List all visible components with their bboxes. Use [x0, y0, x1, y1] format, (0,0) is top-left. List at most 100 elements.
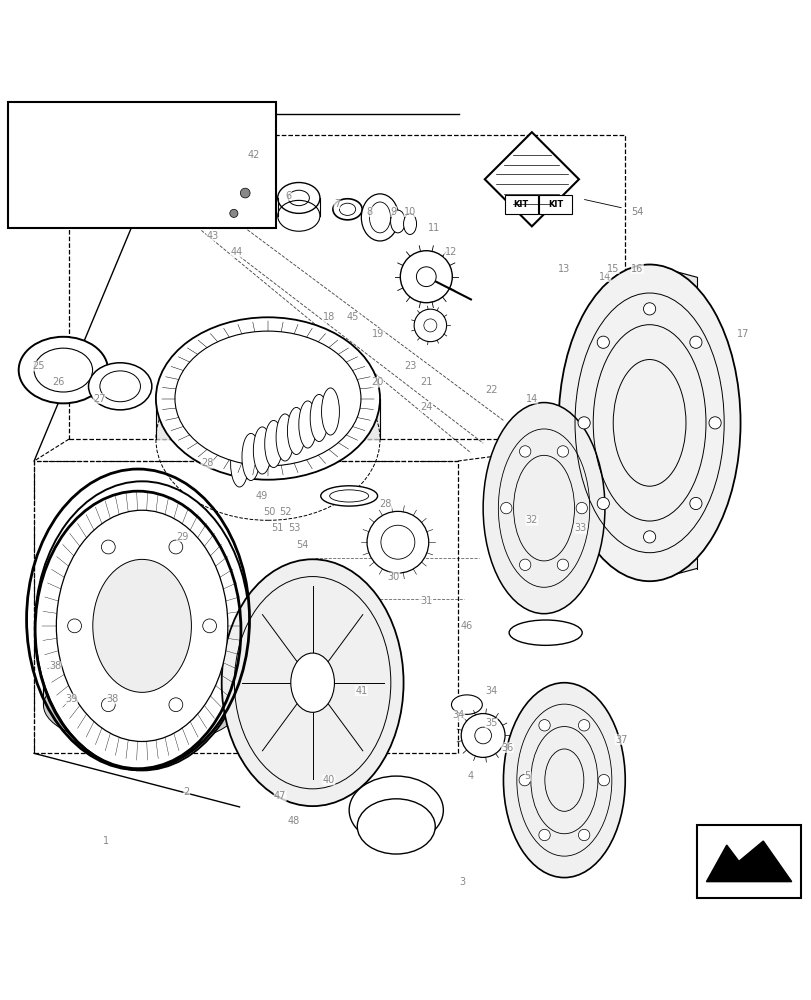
Text: 14: 14: [598, 272, 611, 282]
Ellipse shape: [264, 420, 282, 468]
Circle shape: [556, 559, 568, 570]
Circle shape: [577, 829, 589, 841]
Text: 45: 45: [346, 312, 359, 322]
Bar: [34, 461, 457, 753]
Text: 49: 49: [255, 491, 268, 501]
Circle shape: [500, 502, 512, 514]
Text: 50: 50: [263, 507, 276, 517]
Text: 54: 54: [295, 540, 308, 550]
Text: 54: 54: [630, 207, 643, 217]
Circle shape: [539, 829, 550, 841]
Circle shape: [169, 698, 182, 712]
Text: 20: 20: [371, 377, 384, 387]
Circle shape: [414, 309, 446, 342]
Text: 9: 9: [390, 207, 397, 217]
Text: KIT: KIT: [513, 200, 528, 209]
Ellipse shape: [503, 683, 624, 878]
Text: 28: 28: [379, 499, 392, 509]
Ellipse shape: [558, 265, 740, 581]
Text: 52: 52: [279, 507, 292, 517]
Ellipse shape: [88, 363, 152, 410]
Ellipse shape: [298, 401, 316, 448]
Text: 33: 33: [573, 523, 586, 533]
Circle shape: [203, 619, 217, 633]
Text: 21: 21: [419, 377, 432, 387]
Text: 39: 39: [65, 694, 78, 704]
Text: 30: 30: [387, 572, 400, 582]
Text: 54: 54: [630, 207, 643, 217]
Ellipse shape: [35, 481, 249, 770]
Ellipse shape: [253, 427, 271, 474]
Text: 40: 40: [322, 775, 335, 785]
Text: 51: 51: [271, 523, 284, 533]
Ellipse shape: [349, 776, 443, 844]
Ellipse shape: [156, 317, 380, 480]
Text: 42: 42: [247, 150, 260, 160]
Text: 36: 36: [500, 743, 513, 753]
Text: 5: 5: [524, 771, 530, 781]
Circle shape: [474, 727, 491, 744]
Ellipse shape: [367, 511, 428, 573]
Circle shape: [596, 497, 608, 510]
Ellipse shape: [361, 194, 398, 241]
Circle shape: [689, 336, 702, 348]
Ellipse shape: [230, 440, 248, 487]
Text: 32: 32: [525, 515, 538, 525]
Polygon shape: [44, 616, 240, 705]
Ellipse shape: [310, 394, 328, 442]
Circle shape: [101, 540, 115, 554]
Ellipse shape: [34, 348, 92, 392]
Ellipse shape: [320, 486, 377, 506]
Ellipse shape: [287, 407, 305, 455]
Polygon shape: [484, 132, 578, 226]
Ellipse shape: [174, 331, 361, 466]
Circle shape: [577, 417, 590, 429]
Ellipse shape: [329, 490, 368, 502]
Text: 31: 31: [419, 596, 432, 606]
Ellipse shape: [403, 213, 416, 234]
Ellipse shape: [380, 525, 414, 559]
Ellipse shape: [390, 210, 405, 233]
Circle shape: [240, 188, 250, 198]
Circle shape: [519, 446, 530, 457]
Text: 48: 48: [287, 816, 300, 826]
Bar: [539, 195, 571, 214]
Text: KIT: KIT: [547, 200, 562, 209]
Text: 11: 11: [427, 223, 440, 233]
Text: 41: 41: [354, 686, 367, 696]
Text: 27: 27: [92, 393, 105, 403]
Ellipse shape: [44, 665, 240, 746]
Text: 28: 28: [200, 458, 213, 468]
Circle shape: [101, 698, 115, 712]
Ellipse shape: [56, 510, 228, 741]
Ellipse shape: [321, 388, 339, 435]
Text: 10: 10: [403, 207, 416, 217]
Circle shape: [689, 497, 702, 510]
Text: 25: 25: [32, 361, 45, 371]
Circle shape: [518, 774, 530, 786]
Ellipse shape: [277, 183, 320, 213]
Text: 47: 47: [273, 791, 286, 801]
Text: 46: 46: [460, 621, 473, 631]
Text: 2: 2: [183, 787, 190, 797]
Text: 22: 22: [484, 385, 497, 395]
Text: 17: 17: [736, 329, 749, 339]
Circle shape: [596, 336, 608, 348]
Text: 3: 3: [459, 877, 466, 887]
Text: 29: 29: [176, 532, 189, 542]
Polygon shape: [706, 841, 791, 882]
Text: 7: 7: [333, 199, 340, 209]
Text: 38: 38: [49, 661, 62, 671]
Circle shape: [67, 619, 81, 633]
Ellipse shape: [221, 559, 403, 806]
Circle shape: [642, 531, 655, 543]
Ellipse shape: [100, 371, 140, 402]
Text: 53: 53: [287, 523, 300, 533]
Circle shape: [577, 720, 589, 731]
Text: 34: 34: [452, 710, 465, 720]
Bar: [696, 825, 800, 898]
Ellipse shape: [242, 433, 260, 481]
Text: 13: 13: [557, 264, 570, 274]
Circle shape: [708, 417, 720, 429]
Ellipse shape: [483, 403, 604, 614]
